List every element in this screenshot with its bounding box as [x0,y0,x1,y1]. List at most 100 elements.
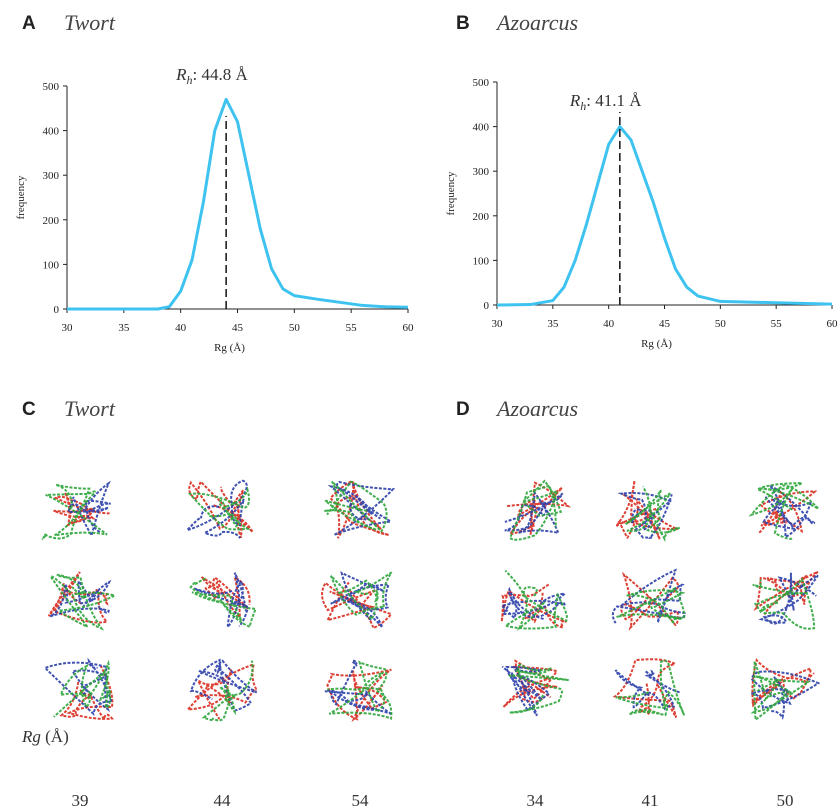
molecule-strand [188,480,254,539]
y-tick-label: 500 [43,81,60,93]
molecule-strand [500,582,568,630]
data-line [67,97,409,311]
molecule-strand [324,659,393,716]
y-tick-label: 0 [54,304,60,316]
x-tick-label: 35 [118,322,130,334]
molecule-strand [501,665,551,717]
rh-sub: h [187,73,193,87]
rh-symbol: R [175,65,187,84]
molecule-strand [750,661,812,722]
y-tick-label: 300 [43,170,60,182]
molecule-strand [327,480,396,536]
molecule-strand [503,569,568,631]
molecule-strand [752,577,816,630]
molecule-strand [53,492,111,527]
panel-title: Twort [64,10,116,35]
panel-title: Azoarcus [495,396,578,421]
molecule-images [41,479,821,723]
molecule-strand [612,658,678,718]
molecule-strand [508,479,563,541]
molecule-strand [330,571,391,629]
x-tick-label: 45 [232,322,244,334]
molecule-strand [611,568,686,624]
x-tick-label: 60 [827,318,839,330]
molecule-strand [508,663,569,714]
rg-symbol: Rg [21,727,41,746]
molecule-strand [185,662,257,720]
molecule-strand [187,486,251,531]
molecule-strand [615,659,686,717]
panel-letter: C [22,399,36,420]
y-tick-label: 400 [473,122,490,134]
panel-letter: A [22,13,36,34]
rh-symbol: R [569,91,581,110]
molecule-strand [329,571,393,621]
rg-value: 50 [777,791,794,810]
y-tick-label: 200 [43,215,60,227]
panel-letter: B [456,13,470,34]
molecule-strand [329,479,390,539]
rg-unit: (Å) [45,727,69,746]
y-tick-label: 200 [473,211,490,223]
molecule-strand [59,665,114,723]
y-tick-label: 100 [473,255,490,267]
molecule-strand [41,483,108,541]
molecule-strand [748,482,820,540]
rg-label: Rg (Å) [21,727,69,746]
rg-value: 54 [352,791,370,810]
panel-title: Twort [64,396,116,421]
rg-value: 41 [642,791,659,810]
molecule-strand [615,480,679,540]
x-tick-label: 50 [715,318,727,330]
data-line [496,125,833,307]
y-tick-label: 400 [43,126,60,138]
x-tick-label: 55 [346,322,358,334]
x-tick-label: 40 [175,322,187,334]
molecule-strand [49,573,118,631]
rh-text: : 44.8 Å [193,65,249,84]
molecule-strand [49,578,112,618]
y-axis-label: frequency [15,175,27,219]
molecule-strand [193,572,249,631]
molecule-strand [620,571,679,631]
x-tick-label: 30 [492,318,504,330]
molecule-strand [324,480,388,534]
panel-title: Azoarcus [495,10,578,35]
y-tick-label: 100 [43,259,60,271]
y-axis-label: frequency [445,171,457,215]
y-tick-label: 500 [473,77,490,89]
molecule-strand [326,660,393,720]
molecule-strand [616,586,686,625]
rg-value: 44 [214,791,232,810]
molecule-strand [504,490,564,535]
molecule-strand [201,660,254,722]
rh-sub: h [580,99,586,113]
x-tick-label: 60 [403,322,415,334]
molecule-strand [200,575,251,620]
x-axis-label: Rg (Å) [214,342,245,354]
y-tick-label: 300 [473,166,490,178]
molecule-strand [66,480,111,539]
molecule-strand [502,659,559,708]
molecule-strand [750,658,815,708]
x-tick-label: 45 [659,318,671,330]
rh-annotation: Rh: 44.8 Å [175,65,248,87]
rh-annotation: Rh: 41.1 Å [569,91,642,113]
x-tick-label: 30 [62,322,74,334]
x-tick-label: 50 [289,322,301,334]
x-tick-label: 35 [547,318,559,330]
y-tick-label: 0 [484,300,490,312]
molecule-strand [53,659,112,718]
panel-letter: D [456,399,470,420]
molecule-strand [762,484,816,539]
x-tick-label: 40 [603,318,615,330]
rg-value: 34 [527,791,545,810]
x-tick-label: 55 [771,318,783,330]
rh-text: : 41.1 Å [586,91,642,110]
x-axis-label: Rg (Å) [641,338,672,350]
molecule-strand [183,479,248,539]
molecule-strand [625,486,681,542]
rg-value: 39 [72,791,89,810]
molecule-strand [189,658,258,712]
